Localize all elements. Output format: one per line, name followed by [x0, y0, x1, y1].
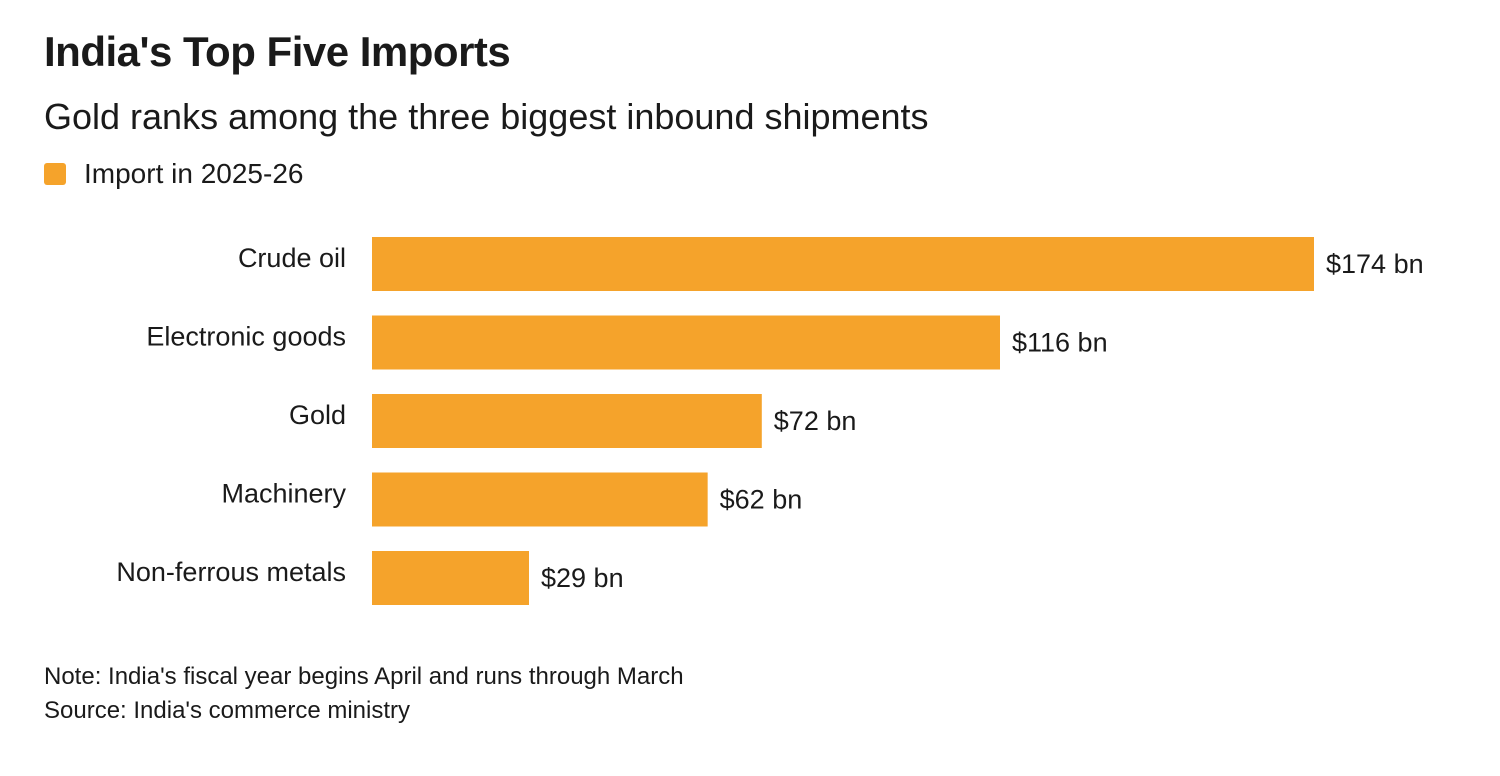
legend: Import in 2025-26: [44, 158, 303, 190]
value-label-gold: $72 bn: [774, 406, 857, 436]
bar-gold: [372, 394, 762, 448]
footnote-source: Source: India's commerce ministry: [44, 697, 411, 724]
legend-swatch: [44, 163, 66, 185]
chart-subtitle: Gold ranks among the three biggest inbou…: [44, 96, 929, 137]
bar-crude-oil: [372, 237, 1314, 291]
value-label-electronic-goods: $116 bn: [1012, 328, 1108, 358]
value-label-crude-oil: $174 bn: [1326, 249, 1424, 279]
chart-title: India's Top Five Imports: [44, 28, 511, 75]
category-label-crude-oil: Crude oil: [238, 243, 346, 273]
bar-electronic-goods: [372, 315, 1000, 370]
bar-machinery: [372, 472, 708, 527]
category-label-machinery: Machinery: [221, 479, 346, 509]
footnotes: Note: India's fiscal year begins April a…: [44, 660, 684, 728]
value-label-machinery: $62 bn: [720, 485, 803, 515]
bar-non-ferrous-metals: [372, 551, 529, 605]
footnote-note: Note: India's fiscal year begins April a…: [44, 663, 684, 690]
legend-label: Import in 2025-26: [84, 158, 304, 189]
category-label-gold: Gold: [289, 400, 346, 430]
category-label-non-ferrous-metals: Non-ferrous metals: [116, 557, 346, 587]
value-label-non-ferrous-metals: $29 bn: [541, 563, 624, 593]
category-label-electronic-goods: Electronic goods: [146, 322, 346, 352]
